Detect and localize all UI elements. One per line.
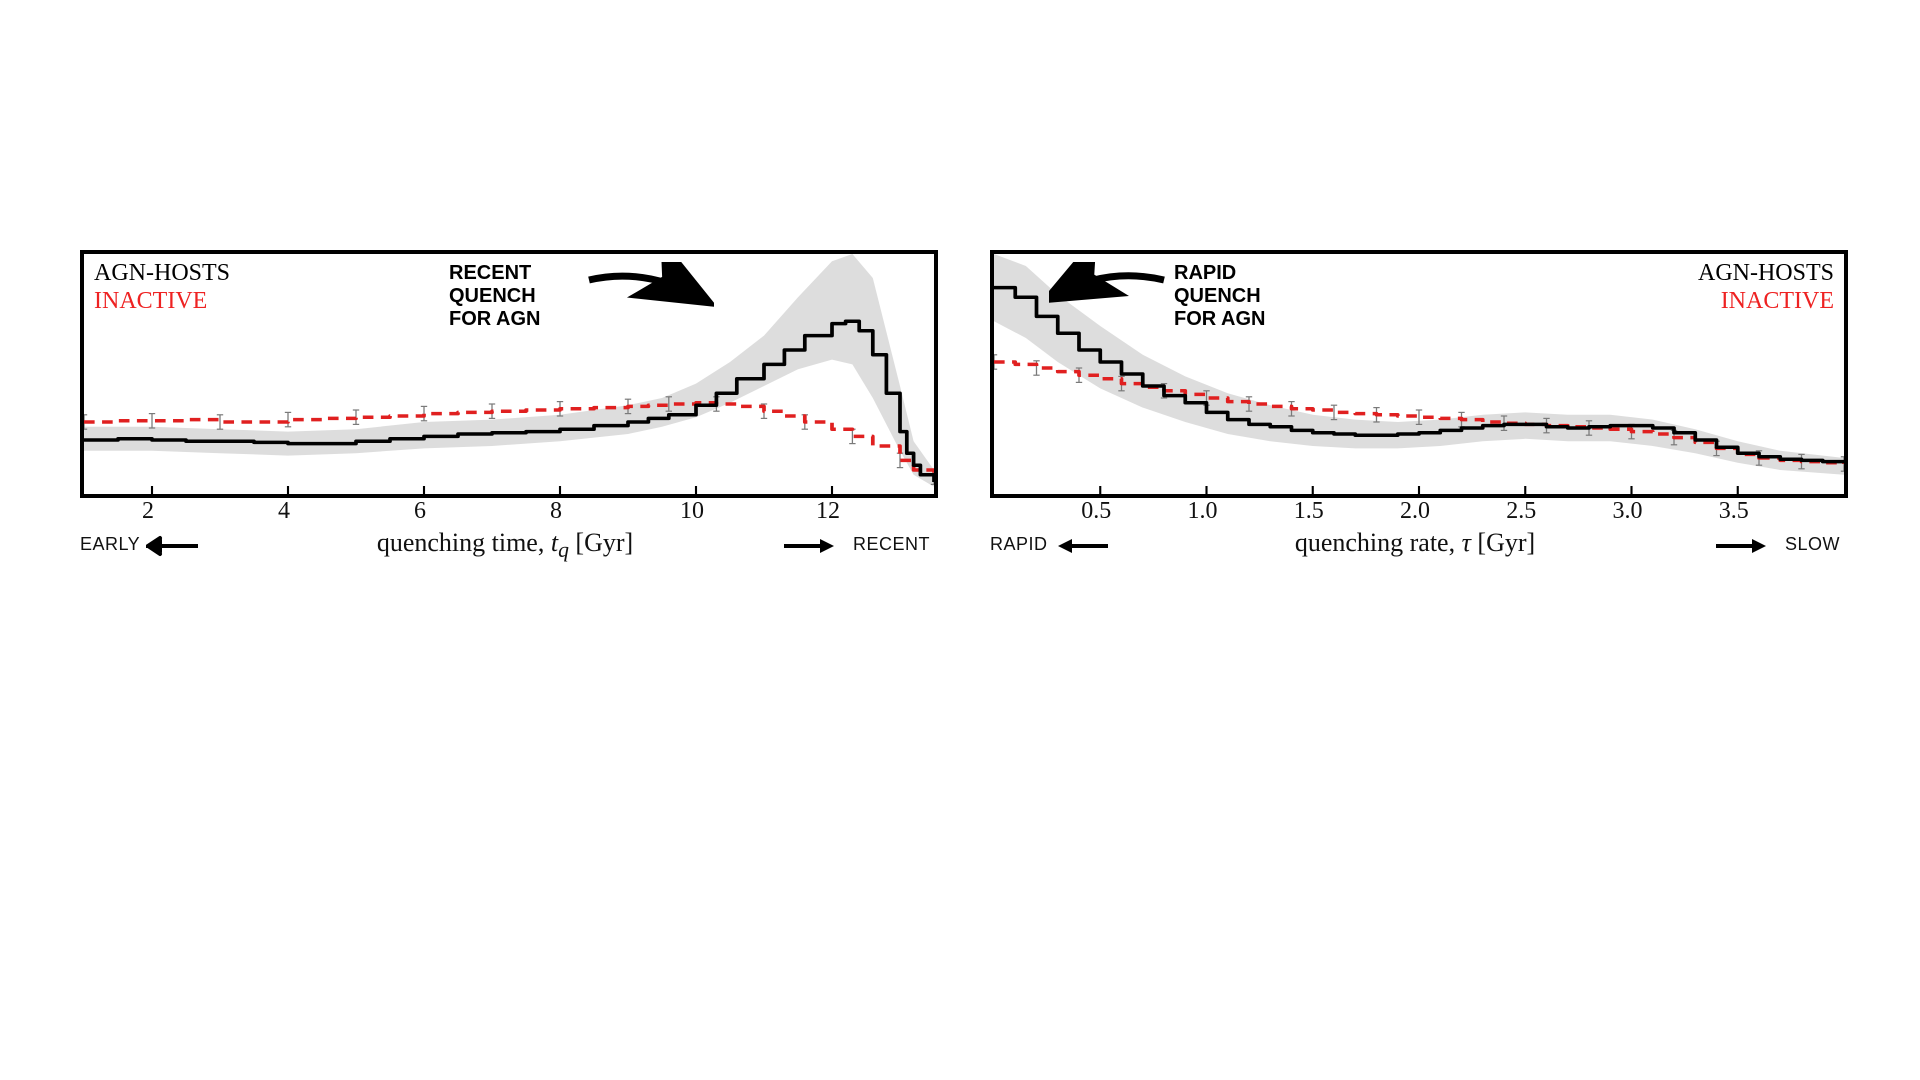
annotation-line1: RECENT (449, 262, 531, 284)
annotation-left: RECENT QUENCH FOR AGN (449, 262, 540, 331)
xtick-label: 3.5 (1719, 498, 1749, 525)
annotation-arrow-right (1049, 262, 1169, 317)
plot-box-left: AGN-HOSTS INACTIVE RECENT QUENCH FOR AGN (80, 250, 938, 498)
xtick-row-left: 2 4 6 8 10 12 (80, 498, 930, 528)
xlabel-right: quenching rate, τ [Gyr] (1295, 528, 1535, 557)
legend-inactive-r: INACTIVE (1721, 288, 1834, 314)
annotation-arrow-left (584, 262, 714, 317)
annotation-line2: QUENCH (449, 285, 536, 307)
panel-left: AGN-HOSTS INACTIVE RECENT QUENCH FOR AGN… (80, 250, 930, 590)
legend-left: AGN-HOSTS INACTIVE (94, 260, 230, 315)
xlabel-left: quenching time, tq [Gyr] (377, 528, 633, 557)
annotation-line2-r: QUENCH (1174, 285, 1261, 307)
plot-box-right: AGN-HOSTS INACTIVE RAPID QUENCH FOR AGN (990, 250, 1848, 498)
annotation-line3: FOR AGN (449, 308, 540, 330)
xtick-label: 12 (816, 498, 840, 525)
xtick-label: 4 (278, 498, 290, 525)
edge-label-slow: SLOW (1785, 534, 1840, 555)
xtick-label: 1.0 (1188, 498, 1218, 525)
annotation-right: RAPID QUENCH FOR AGN (1174, 262, 1265, 331)
legend-agn-hosts: AGN-HOSTS (94, 260, 230, 286)
xlabel-row-right: RAPID quenching rate, τ [Gyr] SLOW (990, 528, 1840, 562)
xtick-row-right: 0.5 1.0 1.5 2.0 2.5 3.0 3.5 (990, 498, 1840, 528)
xtick-label: 2.0 (1400, 498, 1430, 525)
arrow-right-icon-r (1716, 534, 1768, 558)
figure-container: AGN-HOSTS INACTIVE RECENT QUENCH FOR AGN… (80, 250, 1840, 590)
xtick-label: 8 (550, 498, 562, 525)
edge-label-recent: RECENT (853, 534, 930, 555)
xtick-label: 3.0 (1613, 498, 1643, 525)
xtick-label: 6 (414, 498, 426, 525)
edge-label-rapid: RAPID (990, 534, 1048, 555)
xlabel-row-left: EARLY quenching time, tq [Gyr] RECENT (80, 528, 930, 562)
panel-right: AGN-HOSTS INACTIVE RAPID QUENCH FOR AGN … (990, 250, 1840, 590)
annotation-line3-r: FOR AGN (1174, 308, 1265, 330)
arrow-right-icon (784, 534, 836, 558)
edge-label-early: EARLY (80, 534, 140, 555)
arrow-left-icon-r (1056, 534, 1108, 558)
xtick-label: 2 (142, 498, 154, 525)
legend-agn-hosts-r: AGN-HOSTS (1698, 260, 1834, 286)
xtick-label: 2.5 (1506, 498, 1536, 525)
legend-right: AGN-HOSTS INACTIVE (1698, 260, 1834, 315)
arrow-left-icon (146, 534, 198, 558)
xtick-label: 10 (680, 498, 704, 525)
legend-inactive: INACTIVE (94, 288, 207, 314)
xtick-label: 0.5 (1081, 498, 1111, 525)
annotation-line1-r: RAPID (1174, 262, 1236, 284)
xtick-label: 1.5 (1294, 498, 1324, 525)
